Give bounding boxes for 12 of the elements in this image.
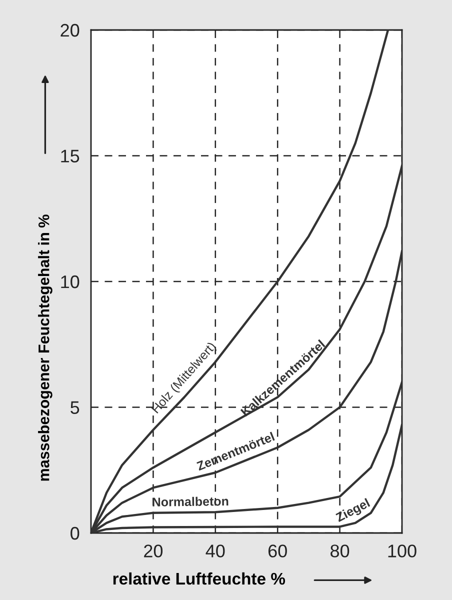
y-tick-label: 0 bbox=[70, 526, 80, 540]
x-axis-title: relative Luftfeuchte % bbox=[113, 572, 286, 585]
y-tick-label: 20 bbox=[60, 24, 80, 37]
x-tick-label: 20 bbox=[144, 544, 163, 558]
x-tick-label: 100 bbox=[388, 544, 416, 558]
y-axis-title: massebezogener Feuchtegehalt in % bbox=[38, 214, 52, 481]
x-tick-label: 80 bbox=[330, 544, 350, 558]
y-tick-label: 5 bbox=[70, 401, 80, 414]
y-tick-label: 10 bbox=[61, 275, 80, 288]
x-tick-label: 60 bbox=[268, 544, 287, 558]
y-tick-label: 15 bbox=[61, 150, 80, 162]
x-tick-label: 40 bbox=[206, 544, 225, 558]
